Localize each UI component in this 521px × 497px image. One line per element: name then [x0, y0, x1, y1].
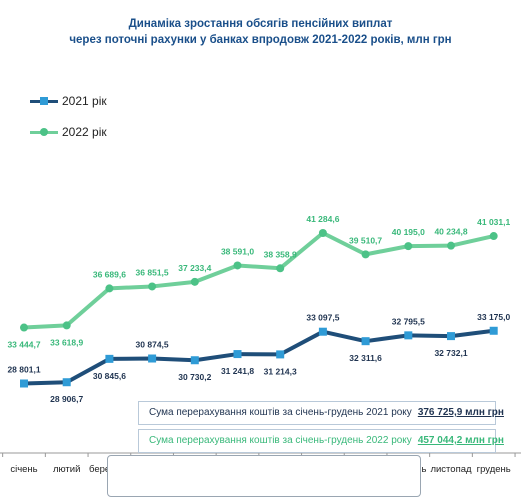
data-label-2021: 28 906,7 — [50, 394, 83, 404]
data-point-2021 — [447, 332, 455, 341]
legend-item-2022: 2022 рік — [30, 124, 107, 140]
summary-2021-value: 376 725,9 млн грн — [417, 407, 504, 418]
data-label-2021: 30 730,2 — [178, 372, 211, 382]
legend-label-2022: 2022 рік — [62, 125, 107, 139]
legend-item-2021: 2021 рік — [30, 93, 107, 109]
summary-2021-label: Сума перерахування коштів за січень-груд… — [149, 407, 412, 418]
legend-swatch-2021 — [30, 95, 58, 107]
data-label-2022: 33 618,9 — [50, 337, 83, 347]
data-label-2021: 30 874,5 — [136, 340, 169, 350]
x-tick-label: грудень — [477, 464, 511, 475]
summary-2022-label: Сума перерахування коштів за січень-груд… — [149, 435, 412, 446]
data-point-2022 — [233, 261, 242, 270]
data-point-2022 — [447, 241, 455, 250]
data-point-2022 — [20, 323, 28, 332]
data-label-2022: 41 031,1 — [477, 217, 510, 227]
data-label-2021: 33 097,5 — [306, 313, 339, 323]
summary-2021: Сума перерахування коштів за січень-груд… — [138, 401, 504, 425]
chart-title-line2: через поточні рахунки у банках впродовж … — [69, 34, 452, 46]
data-label-2022: 39 510,7 — [349, 235, 382, 245]
data-point-2021 — [318, 327, 327, 336]
data-point-2022 — [105, 284, 114, 293]
data-point-2022 — [62, 321, 71, 330]
data-label-2022: 36 851,5 — [136, 267, 169, 277]
data-point-2022 — [404, 242, 413, 251]
data-label-2022: 33 444,7 — [7, 340, 40, 350]
legend-2022: 2022 рік — [30, 124, 107, 140]
legend-swatch-2022 — [30, 126, 58, 138]
data-point-2021 — [62, 378, 71, 387]
x-tick-label: листопад — [430, 464, 472, 475]
data-label-2021: 28 801,1 — [7, 365, 40, 375]
data-label-2021: 32 795,5 — [392, 316, 425, 326]
data-point-2021 — [105, 354, 114, 363]
data-label-2021: 30 845,6 — [93, 371, 126, 381]
data-point-2021 — [148, 354, 157, 363]
data-point-2022 — [318, 229, 327, 237]
bottom-panel — [107, 455, 421, 497]
data-point-2022 — [148, 282, 157, 291]
data-label-2022: 38 591,0 — [221, 246, 254, 256]
x-tick-label: лютий — [53, 464, 80, 475]
data-label-2021: 33 175,0 — [477, 312, 510, 322]
data-point-2021 — [276, 350, 285, 359]
data-point-2021 — [489, 326, 498, 335]
data-label-2022: 38 358,9 — [264, 249, 297, 259]
x-tick-label: січень — [10, 464, 37, 475]
data-point-2021 — [361, 337, 370, 346]
data-label-2022: 37 233,4 — [178, 263, 211, 273]
summary-2022: Сума перерахування коштів за січень-груд… — [138, 429, 504, 453]
data-point-2022 — [276, 264, 285, 273]
data-point-2022 — [361, 250, 370, 259]
data-label-2021: 31 214,3 — [264, 366, 297, 376]
series-line-2021 — [23, 328, 494, 386]
data-label-2022: 41 284,6 — [306, 214, 339, 224]
legend: 2021 рік — [30, 93, 107, 109]
data-label-2022: 40 234,8 — [434, 227, 467, 237]
data-label-2021: 31 241,8 — [221, 366, 254, 376]
chart-title: Динаміка зростання обсягів пенсійних вип… — [0, 16, 521, 48]
data-label-2021: 32 311,6 — [349, 353, 382, 363]
data-point-2021 — [20, 379, 28, 388]
legend-label-2021: 2021 рік — [62, 94, 107, 108]
data-label-2022: 36 689,6 — [93, 269, 126, 279]
series-line-2022 — [23, 231, 495, 330]
data-point-2021 — [190, 356, 199, 365]
data-point-2022 — [489, 232, 498, 241]
data-point-2021 — [404, 331, 413, 340]
data-point-2022 — [190, 277, 199, 286]
chart-title-line1: Динаміка зростання обсягів пенсійних вип… — [128, 18, 393, 30]
data-label-2022: 40 195,0 — [392, 227, 425, 237]
data-point-2021 — [233, 350, 242, 359]
data-label-2021: 32 732,1 — [434, 348, 467, 358]
summary-2022-value: 457 044,2 млн грн — [417, 435, 504, 446]
